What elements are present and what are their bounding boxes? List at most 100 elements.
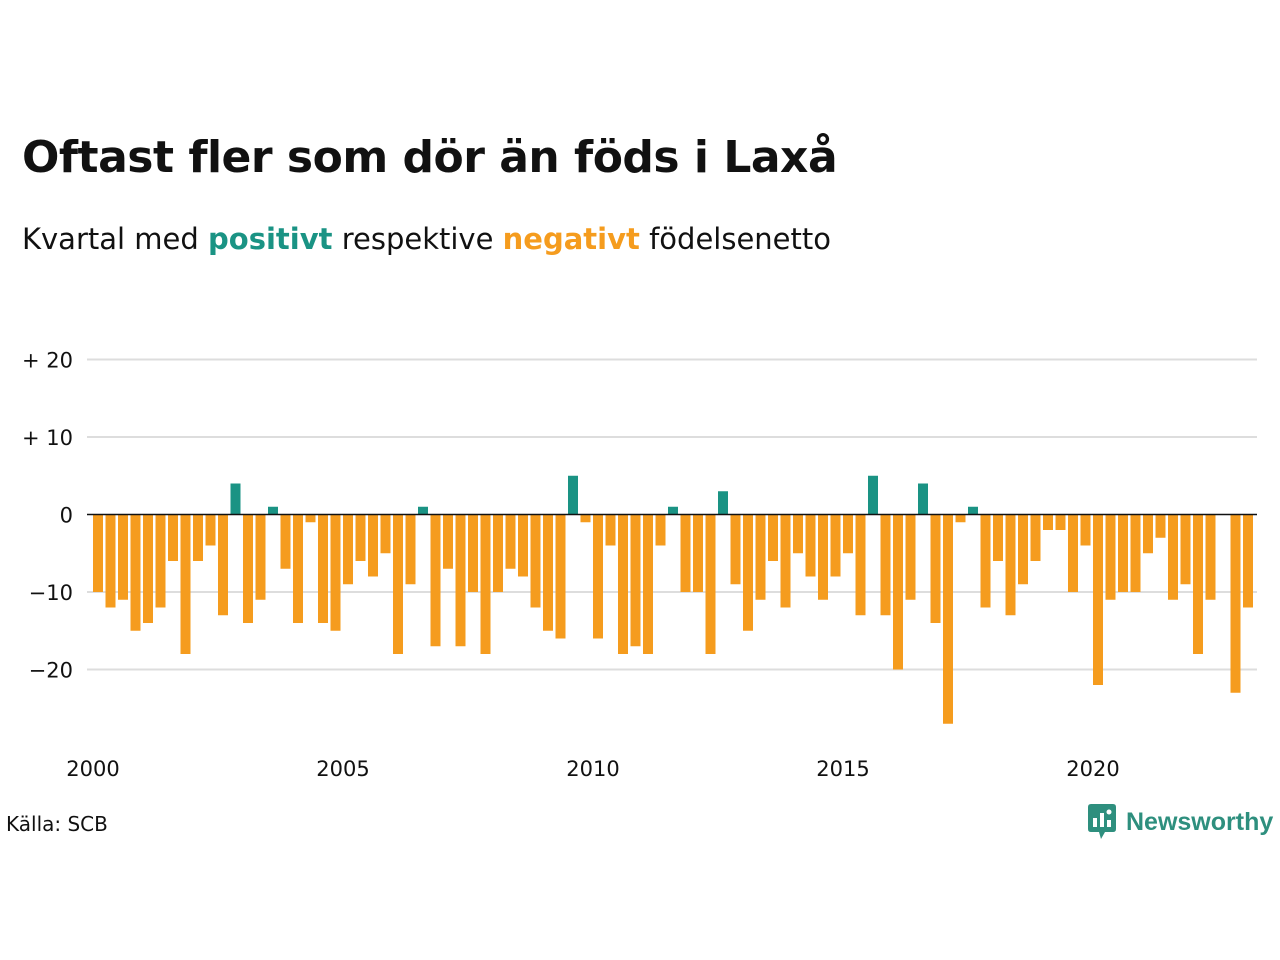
bar-chart: + 20 + 10 0 −10 −20 2000 2005 2010 2015 2020 <box>22 349 1257 781</box>
subtitle-text-middle: respektive <box>332 222 503 256</box>
data-bar <box>943 514 953 724</box>
data-bar <box>1230 514 1241 693</box>
data-bar <box>905 514 916 600</box>
data-bar <box>393 514 403 654</box>
data-bar <box>968 506 978 515</box>
data-bar <box>543 514 553 631</box>
data-bar <box>155 514 166 608</box>
data-bar <box>980 514 991 608</box>
data-bar <box>530 514 541 608</box>
data-bar <box>818 514 828 600</box>
data-bar <box>1043 514 1053 530</box>
data-bar <box>168 514 178 561</box>
data-bar <box>193 514 203 561</box>
data-bar <box>755 514 766 600</box>
data-bar <box>1143 514 1153 554</box>
data-bar <box>1030 514 1041 561</box>
data-bar <box>843 514 853 554</box>
data-bar <box>718 491 728 515</box>
data-bar <box>480 514 491 654</box>
data-bar <box>1193 514 1203 654</box>
y-tick-label: 0 <box>60 504 73 528</box>
data-bar <box>568 475 578 515</box>
data-bar <box>293 514 303 623</box>
data-bar <box>505 514 516 569</box>
data-bar <box>593 514 603 639</box>
data-bar <box>355 514 366 561</box>
data-bar <box>1055 514 1066 530</box>
x-tick-label: 2020 <box>1066 757 1119 781</box>
y-tick-label: −20 <box>29 659 73 683</box>
subtitle-text-before: Kvartal med <box>22 222 209 256</box>
data-bar <box>655 514 666 546</box>
data-bar <box>280 514 291 569</box>
data-bar <box>580 514 591 523</box>
data-bar <box>855 514 866 616</box>
data-bar <box>780 514 791 608</box>
data-bar <box>468 514 478 592</box>
data-bar <box>555 514 566 639</box>
newsworthy-logo-text: Newsworthy <box>1126 807 1274 836</box>
data-bar <box>805 514 816 577</box>
data-bar <box>318 514 328 623</box>
data-bar <box>930 514 941 623</box>
x-tick-label: 2015 <box>816 757 869 781</box>
data-bar <box>668 506 678 515</box>
data-bar <box>268 506 278 515</box>
data-bar <box>105 514 116 608</box>
data-bar <box>680 514 691 592</box>
x-tick-label: 2005 <box>316 757 369 781</box>
data-bar <box>1118 514 1128 592</box>
data-bar <box>830 514 841 577</box>
y-tick-label: + 10 <box>22 426 73 450</box>
data-bar <box>368 514 378 577</box>
data-bar <box>1155 514 1166 538</box>
data-bar <box>793 514 803 554</box>
data-bar <box>343 514 353 585</box>
data-bar <box>330 514 341 631</box>
subtitle-positive-label: positivt <box>208 222 333 256</box>
data-bar <box>605 514 616 546</box>
data-bar <box>730 514 741 585</box>
subtitle-negative-label: negativt <box>502 222 640 256</box>
data-bar <box>1168 514 1178 600</box>
x-tick-label: 2000 <box>66 757 119 781</box>
data-bar <box>1180 514 1191 585</box>
data-bar <box>218 514 228 616</box>
data-bar <box>1068 514 1078 592</box>
data-bar <box>1205 514 1216 600</box>
data-bar <box>255 514 266 600</box>
data-bar <box>118 514 128 600</box>
data-bar <box>130 514 141 631</box>
data-bar <box>630 514 641 647</box>
data-bar <box>1105 514 1116 600</box>
data-bar <box>893 514 903 670</box>
y-tick-label: −10 <box>29 581 73 605</box>
chart-subtitle: Kvartal med positivt respektive negativt… <box>22 222 831 256</box>
data-bar <box>243 514 253 623</box>
source-note: Källa: SCB <box>6 812 108 836</box>
data-bar <box>493 514 503 592</box>
data-bar <box>143 514 153 623</box>
subtitle-text-after: födelsenetto <box>639 222 831 256</box>
data-bar <box>743 514 753 631</box>
y-tick-label: + 20 <box>22 349 73 373</box>
data-bar <box>880 514 891 616</box>
data-bar <box>405 514 416 585</box>
x-tick-label: 2010 <box>566 757 619 781</box>
chart-title: Oftast fler som dör än föds i Laxå <box>22 132 838 183</box>
data-bar <box>693 514 703 592</box>
data-bar <box>1018 514 1028 585</box>
data-bar <box>993 514 1003 561</box>
data-bar <box>705 514 716 654</box>
data-bar <box>430 514 441 647</box>
newsworthy-logo: Newsworthy <box>1088 804 1273 840</box>
data-bar <box>1243 514 1253 608</box>
data-bar <box>768 514 778 561</box>
data-bar <box>868 475 878 515</box>
data-bar <box>93 514 103 592</box>
data-bar <box>455 514 466 647</box>
data-bar <box>618 514 628 654</box>
data-bar <box>918 483 928 515</box>
data-bar <box>1005 514 1016 616</box>
